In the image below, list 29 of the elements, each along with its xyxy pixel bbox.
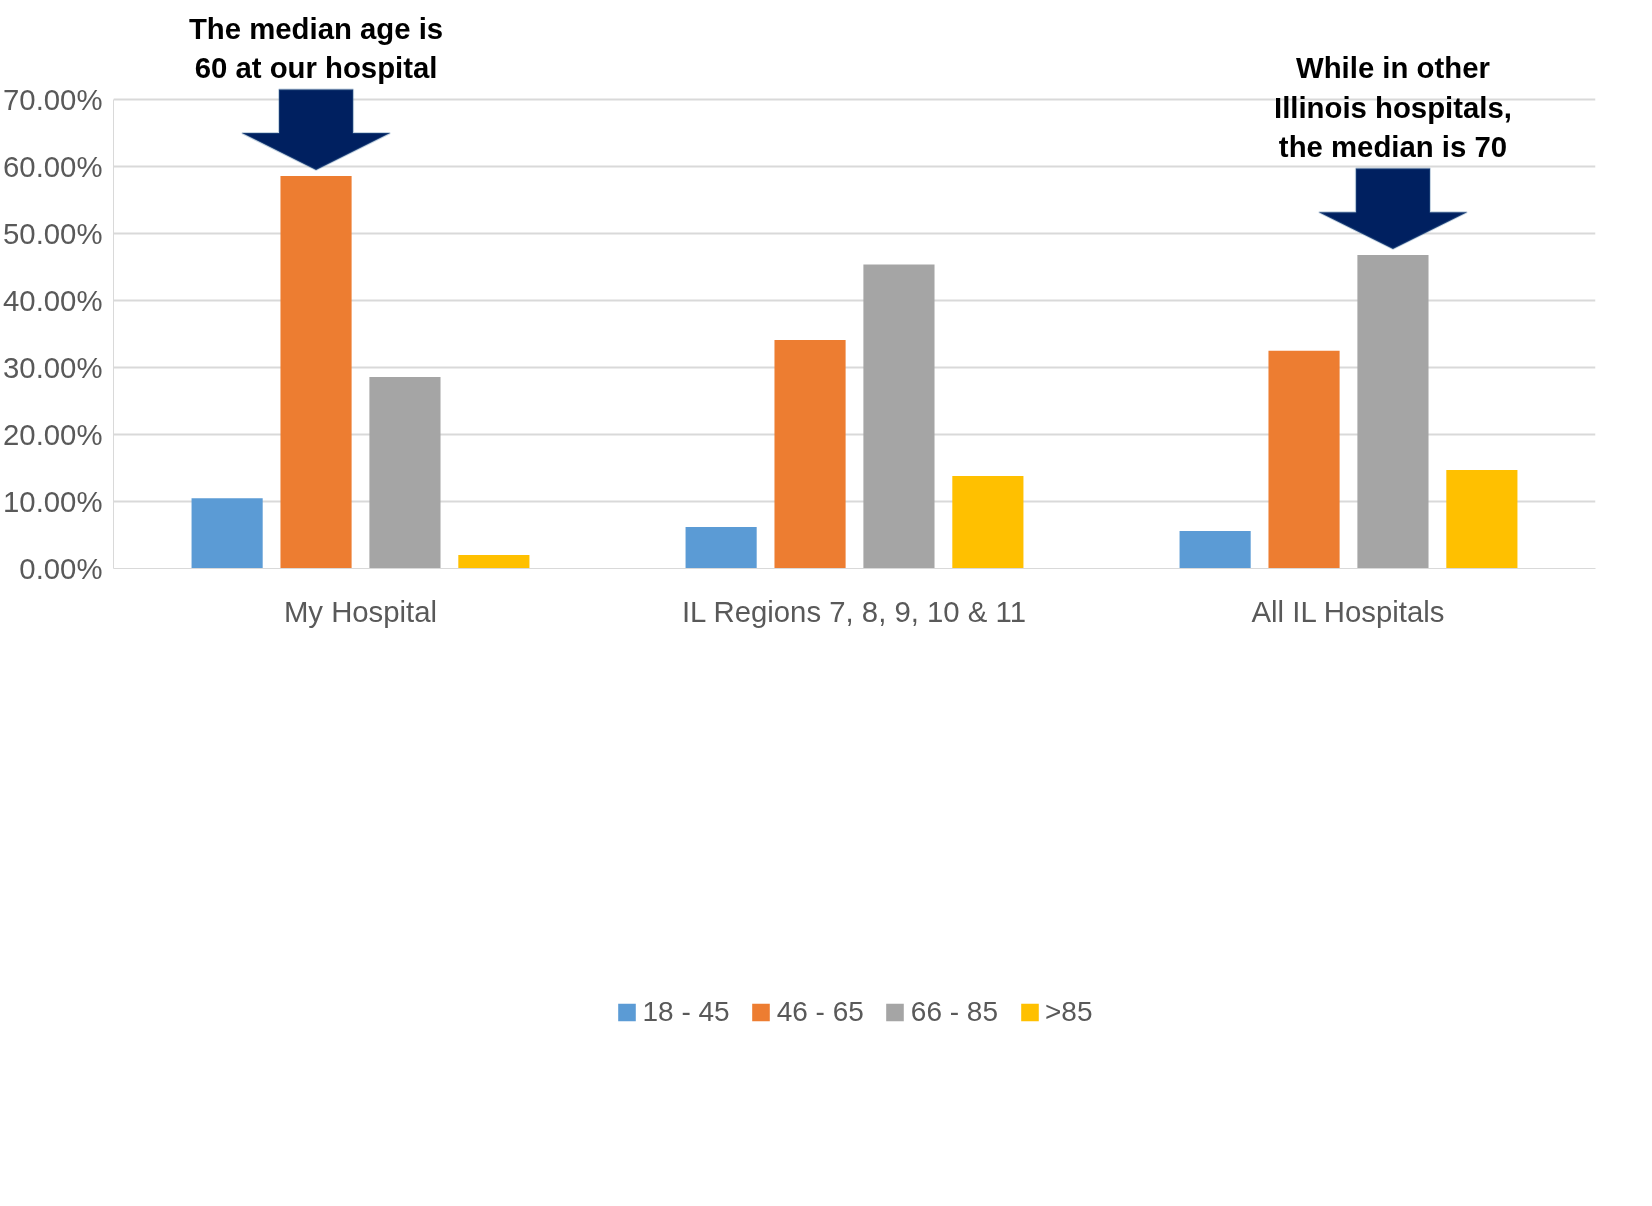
bar: [685, 526, 757, 569]
bar: [369, 376, 441, 569]
bar: [1446, 470, 1518, 569]
bar: [1268, 350, 1340, 569]
bar: [1357, 255, 1429, 569]
y-tick-label: 30.00%: [3, 351, 103, 385]
y-tick-label: 0.00%: [19, 552, 103, 585]
legend-label: 18 - 45: [642, 996, 730, 1028]
bar: [1179, 530, 1251, 569]
bar: [952, 476, 1024, 569]
y-tick-label: 50.00%: [3, 217, 103, 251]
bar: [774, 340, 846, 569]
bar: [280, 175, 352, 569]
x-tick-label: My Hospital: [283, 594, 438, 628]
y-tick-label: 70.00%: [3, 83, 103, 117]
legend-label: >85: [1045, 996, 1093, 1028]
y-tick-label: 40.00%: [3, 284, 103, 318]
text: The median age is 60 at our hospital: [188, 11, 444, 85]
annotation: While in other Illinois hospitals, the median is 70: [1274, 51, 1512, 164]
legend-label: 66 - 85: [910, 996, 999, 1028]
y-tick-label: 60.00%: [3, 150, 103, 184]
x-tick-label: All IL Hospitals: [1251, 594, 1445, 628]
y-tick-label: 20.00%: [3, 418, 103, 452]
legend-label: 46 - 65: [776, 996, 864, 1028]
y-tick-label: 10.00%: [3, 485, 103, 519]
bar: [458, 555, 530, 569]
bar: [191, 498, 263, 569]
x-tick-label: IL Regions 7, 8, 9, 10 & 11: [681, 594, 1026, 628]
bar: [863, 264, 935, 569]
